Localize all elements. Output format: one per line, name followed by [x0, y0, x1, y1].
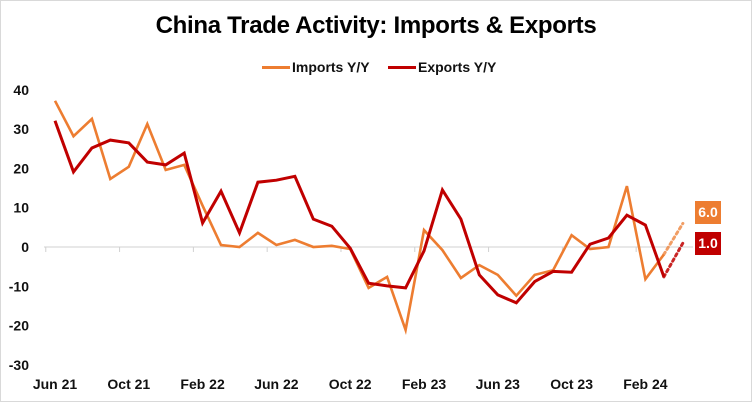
- legend-label-imports: Imports Y/Y: [292, 59, 370, 75]
- y-tick-label: 10: [13, 200, 29, 216]
- exports-swatch-icon: [388, 65, 416, 69]
- imports-line: [53, 100, 665, 335]
- y-tick-label: -30: [9, 357, 29, 373]
- y-tick-label: 40: [13, 82, 29, 98]
- chart-title: China Trade Activity: Imports & Exports: [155, 12, 597, 39]
- series-lines: [53, 100, 685, 335]
- x-tick-label: Oct 22: [329, 376, 372, 392]
- x-axis: Jun 21 Oct 21 Feb 22 Jun 22 Oct 22 Feb 23 Jun …: [33, 376, 668, 392]
- legend-label-exports: Exports Y/Y: [418, 59, 497, 75]
- x-tick-label: Jun 23: [476, 376, 521, 392]
- y-axis: 40 30 20 10 0 -10 -20 -30: [9, 82, 29, 373]
- y-tick-label: 0: [21, 239, 29, 255]
- exports-forecast-line: [662, 241, 685, 279]
- legend-item-imports: Imports Y/Y: [262, 59, 370, 75]
- legend-item-exports: Exports Y/Y: [388, 59, 496, 75]
- y-tick-label: -20: [9, 318, 29, 334]
- x-tick-label: Feb 23: [402, 376, 447, 392]
- exports-line: [53, 120, 666, 305]
- x-tick-label: Feb 22: [180, 376, 225, 392]
- exports-forecast-badge: 1.0: [695, 232, 721, 255]
- y-tick-label: -10: [9, 278, 29, 294]
- imports-forecast-line: [662, 221, 685, 256]
- x-tick-label: Jun 21: [33, 376, 78, 392]
- y-tick-label: 20: [13, 160, 29, 176]
- x-tick-label: Jun 22: [254, 376, 299, 392]
- x-tick-label: Oct 21: [107, 376, 150, 392]
- legend: Imports Y/Y Exports Y/Y: [0, 59, 752, 79]
- y-tick-label: 30: [13, 121, 29, 137]
- x-tick-label: Feb 24: [623, 376, 668, 392]
- x-tick-label: Oct 23: [550, 376, 593, 392]
- imports-forecast-badge: 6.0: [695, 201, 721, 224]
- imports-swatch-icon: [262, 65, 290, 69]
